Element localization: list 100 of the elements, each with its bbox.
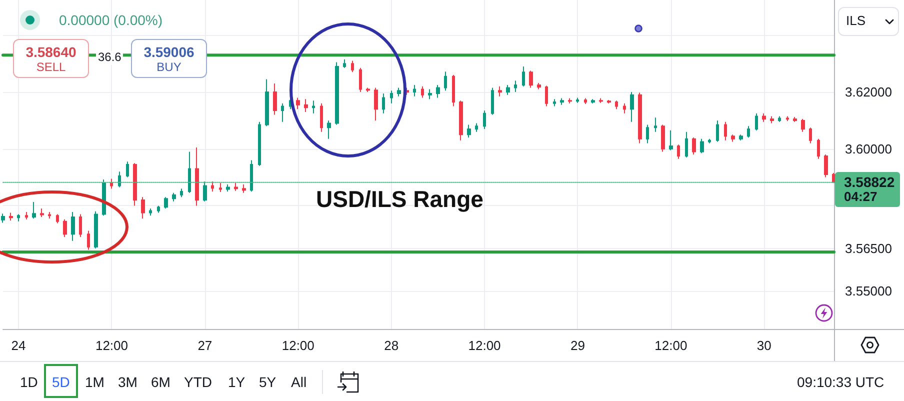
candlestick: [731, 134, 735, 142]
ref-line-label: 3.58822: [844, 174, 895, 190]
candlestick: [32, 202, 36, 219]
candlestick: [708, 138, 711, 144]
candlestick: [219, 182, 222, 193]
candlestick: [677, 144, 680, 160]
text: 5Y: [259, 374, 276, 390]
buy-button: 3.59006 BUY: [131, 39, 207, 78]
candlestick: [351, 60, 354, 73]
y-tick-label: 3.62000: [845, 84, 892, 100]
candlestick: [40, 208, 44, 218]
candlestick: [824, 154, 828, 178]
text: 1M: [85, 374, 104, 390]
candlestick: [817, 138, 820, 160]
candlestick: [320, 102, 323, 132]
annotation: 3.59006: [142, 44, 196, 60]
candlestick: [250, 160, 253, 192]
candlestick: [522, 66, 525, 87]
candlestick: [739, 134, 743, 141]
candlestick: [584, 98, 587, 104]
annotation: 3.58640: [24, 44, 78, 60]
candlestick: [755, 112, 758, 131]
candlestick: [118, 171, 121, 188]
candlestick: [506, 84, 510, 96]
candlestick: [258, 121, 261, 166]
candlestick: [545, 85, 548, 107]
candlestick: [17, 214, 20, 222]
candlestick: [157, 205, 160, 214]
candlestick: [390, 90, 393, 104]
candlestick: [483, 110, 486, 130]
candlestick: [778, 116, 781, 122]
x-tick-label: 29: [570, 338, 585, 353]
candlestick: [529, 70, 533, 88]
candlestick: [63, 218, 67, 238]
candlestick: [623, 102, 626, 114]
candlestick: [87, 230, 90, 250]
candlestick: [273, 83, 277, 116]
candlestick: [265, 78, 269, 127]
candlestick: [413, 84, 416, 97]
candlestick: [444, 71, 447, 92]
text: All: [291, 374, 307, 390]
text: 09:10:33 UTC: [797, 374, 884, 390]
candlestick: [374, 87, 378, 121]
candlestick: [654, 117, 657, 132]
candlestick: [335, 62, 339, 126]
candlestick: [630, 92, 634, 122]
x-tick-label: 27: [198, 338, 212, 353]
candlestick: [475, 122, 478, 132]
candlestick: [312, 100, 315, 114]
candlestick: [553, 98, 556, 107]
candlestick: [94, 210, 98, 249]
candlestick: [126, 161, 129, 178]
candlestick: [327, 120, 331, 140]
x-tick-label: 24: [11, 338, 26, 353]
x-tick-label: 12:00: [95, 338, 128, 353]
candlestick: [436, 84, 440, 98]
candlestick: [452, 74, 455, 107]
candlestick: [203, 181, 207, 202]
candlestick: [607, 100, 611, 104]
candlestick: [281, 102, 284, 122]
x-tick-label: 28: [384, 338, 399, 353]
candlestick: [48, 211, 51, 219]
candlestick: [366, 87, 370, 93]
candlestick: [149, 208, 152, 216]
x-tick-label: 12:00: [282, 338, 314, 353]
candlestick: [700, 138, 704, 154]
candlestick: [141, 196, 145, 219]
text: YTD: [184, 374, 212, 390]
candlestick: [568, 98, 572, 104]
text: 1D: [20, 374, 38, 390]
candlestick: [514, 80, 517, 93]
candlestick: [188, 151, 191, 194]
annotation: USD/ILS Range: [316, 186, 484, 212]
candlestick: [296, 97, 300, 110]
candlestick: [801, 118, 805, 132]
candlestick: [747, 126, 750, 138]
candlestick: [576, 97, 579, 104]
text: 3M: [118, 374, 138, 390]
candlestick: [421, 86, 424, 98]
selection-outline: 5D: [44, 364, 78, 398]
y-tick-label: 3.55000: [845, 283, 892, 298]
annotation: BUY: [156, 60, 182, 75]
candlestick: [71, 211, 75, 242]
x-tick-label: 12:00: [654, 338, 688, 353]
candlestick: [786, 116, 789, 122]
candlestick: [211, 181, 214, 192]
candlestick: [164, 196, 168, 210]
candlestick: [692, 137, 696, 156]
text: 6M: [151, 374, 170, 390]
candlestick: [793, 116, 797, 122]
candlestick: [724, 121, 727, 141]
y-tick-label: 3.56500: [845, 240, 892, 256]
candlestick: [661, 124, 665, 152]
annotation: SELL: [35, 60, 67, 75]
sell-button: 3.58640 SELL: [13, 39, 89, 78]
candlestick: [809, 127, 812, 144]
annotation: 36.6: [96, 50, 124, 65]
candlestick: [638, 92, 642, 144]
x-tick-label: 12:00: [468, 338, 501, 353]
candlestick: [9, 212, 13, 221]
